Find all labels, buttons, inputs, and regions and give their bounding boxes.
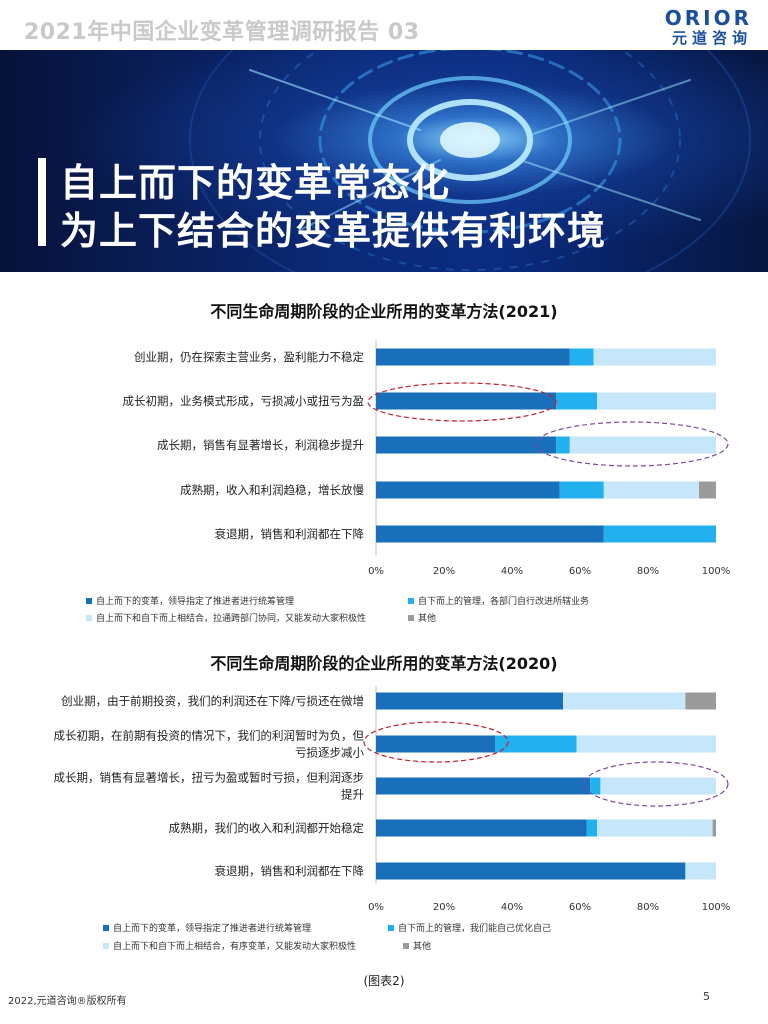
legend-swatch xyxy=(388,925,394,931)
bar-segment xyxy=(556,436,570,454)
figure-caption: (图表2) xyxy=(363,974,405,988)
bar-segment xyxy=(376,692,563,710)
chart-2020-title: 不同生命周期阶段的企业所用的变革方法(2020) xyxy=(210,654,558,673)
legend-swatch xyxy=(86,615,92,621)
highlight-circle xyxy=(535,421,729,467)
bar-segment xyxy=(495,735,577,753)
highlight-circle xyxy=(367,382,557,422)
category-label: 亏损逐步减小 xyxy=(295,746,364,760)
bar-segment xyxy=(590,777,601,795)
bar-segment xyxy=(593,348,716,366)
banner-tunnel-graphic xyxy=(189,50,751,272)
category-label: 创业期，仍在探索主营业务，盈利能力不稳定 xyxy=(134,350,364,364)
legend-label: 自下而上的管理，我们能自己优化自己 xyxy=(398,922,551,934)
x-tick-label: 100% xyxy=(702,902,731,913)
bar-segment xyxy=(586,819,597,837)
x-tick-label: 100% xyxy=(702,566,731,577)
orior-logo: ORIOR 元道咨询 xyxy=(648,6,752,47)
bar-segment xyxy=(376,862,686,880)
bar-segment xyxy=(576,735,716,753)
legend-swatch xyxy=(408,598,414,604)
bar-segment xyxy=(376,348,570,366)
logo-wordmark: ORIOR xyxy=(664,6,752,30)
bar-segment xyxy=(597,819,713,837)
report-header-title: 2021年中国企业变革管理调研报告 03 xyxy=(24,20,420,45)
x-tick-label: 80% xyxy=(637,566,659,577)
category-label: 创业期，由于前期投资，我们的利润还在下降/亏损还在微增 xyxy=(61,694,364,708)
bar-segment xyxy=(603,481,699,499)
category-label: 衰退期，销售和利润都在下降 xyxy=(215,527,365,541)
legend-label: 自上而下和自下而上相结合，拉通跨部门协同，又能发动大家积极性 xyxy=(96,612,366,624)
bar-segment xyxy=(556,392,597,410)
copyright-notice: 2022,元道咨询®版权所有 xyxy=(8,996,127,1007)
bar-segment xyxy=(376,735,495,753)
bar-segment xyxy=(376,525,604,543)
category-label: 成熟期，我们的收入和利润都开始稳定 xyxy=(169,821,365,835)
page-number: 5 xyxy=(703,990,710,1003)
bar-segment xyxy=(563,692,686,710)
bar-segment xyxy=(685,862,716,880)
x-tick-label: 40% xyxy=(501,566,523,577)
x-tick-label: 60% xyxy=(569,566,591,577)
banner-headline-line2: 为上下结合的变革提供有利环境 xyxy=(60,209,607,253)
bar-segment xyxy=(376,436,557,454)
legend-label: 自上而下和自下而上相结合，有序变革，又能发动大家积极性 xyxy=(113,940,356,952)
bar-segment xyxy=(376,481,560,499)
x-tick-label: 40% xyxy=(501,902,523,913)
legend-label: 自上而下的变革，领导指定了推进者进行统筹管理 xyxy=(96,595,294,607)
legend-swatch xyxy=(103,943,109,949)
legend-label: 自上而下的变革，领导指定了推进者进行统筹管理 xyxy=(113,922,311,934)
legend-swatch xyxy=(103,925,109,931)
bar-segment xyxy=(376,777,591,795)
category-label: 成长期，销售有显著增长，扭亏为盈或暂时亏损，但利润逐步 xyxy=(54,771,365,785)
highlight-circle xyxy=(583,761,729,807)
legend-swatch xyxy=(86,598,92,604)
x-tick-label: 20% xyxy=(433,566,455,577)
x-tick-label: 80% xyxy=(637,902,659,913)
legend-label: 其他 xyxy=(418,612,436,624)
bar-segment xyxy=(712,819,716,837)
chart-2021-title: 不同生命周期阶段的企业所用的变革方法(2021) xyxy=(210,302,558,321)
bar-segment xyxy=(376,392,557,410)
legend-label: 自下而上的管理，各部门自行改进所辖业务 xyxy=(418,595,589,607)
bar-segment xyxy=(559,481,604,499)
category-label: 成熟期，收入和利润趋稳，增长放慢 xyxy=(180,483,364,497)
bar-segment xyxy=(376,819,587,837)
legend-swatch xyxy=(403,943,409,949)
chart-2020: 创业期，由于前期投资，我们的利润还在下降/亏损还在微增成长初期，在前期有投资的情… xyxy=(54,686,731,952)
category-label: 提升 xyxy=(341,788,364,802)
bar-segment xyxy=(699,481,716,499)
chart-2021: 创业期，仍在探索主营业务，盈利能力不稳定成长初期，业务模式形成，亏损减小或扭亏为… xyxy=(86,340,731,624)
x-tick-label: 20% xyxy=(433,902,455,913)
category-label: 成长初期，业务模式形成，亏损减小或扭亏为盈 xyxy=(123,394,365,408)
category-label: 成长期，销售有显著增长，利润稳步提升 xyxy=(157,438,364,452)
x-tick-label: 0% xyxy=(368,566,384,577)
logo-chinese-name: 元道咨询 xyxy=(671,29,752,47)
category-label: 衰退期，销售和利润都在下降 xyxy=(215,864,365,878)
bar-segment xyxy=(600,777,716,795)
bar-segment xyxy=(597,392,716,410)
x-tick-label: 0% xyxy=(368,902,384,913)
legend-label: 其他 xyxy=(413,940,431,952)
bar-segment xyxy=(685,692,716,710)
highlight-circle xyxy=(363,721,509,763)
category-label: 成长初期，在前期有投资的情况下，我们的利润暂时为负，但 xyxy=(54,729,365,743)
bar-segment xyxy=(603,525,716,543)
legend-swatch xyxy=(408,615,414,621)
banner-headline-line1: 自上而下的变革常态化 xyxy=(60,161,451,205)
bar-segment xyxy=(569,348,594,366)
x-tick-label: 60% xyxy=(569,902,591,913)
hero-banner: 自上而下的变革常态化 为上下结合的变革提供有利环境 xyxy=(0,50,768,272)
bar-segment xyxy=(569,436,716,454)
banner-accent-bar xyxy=(38,158,46,246)
